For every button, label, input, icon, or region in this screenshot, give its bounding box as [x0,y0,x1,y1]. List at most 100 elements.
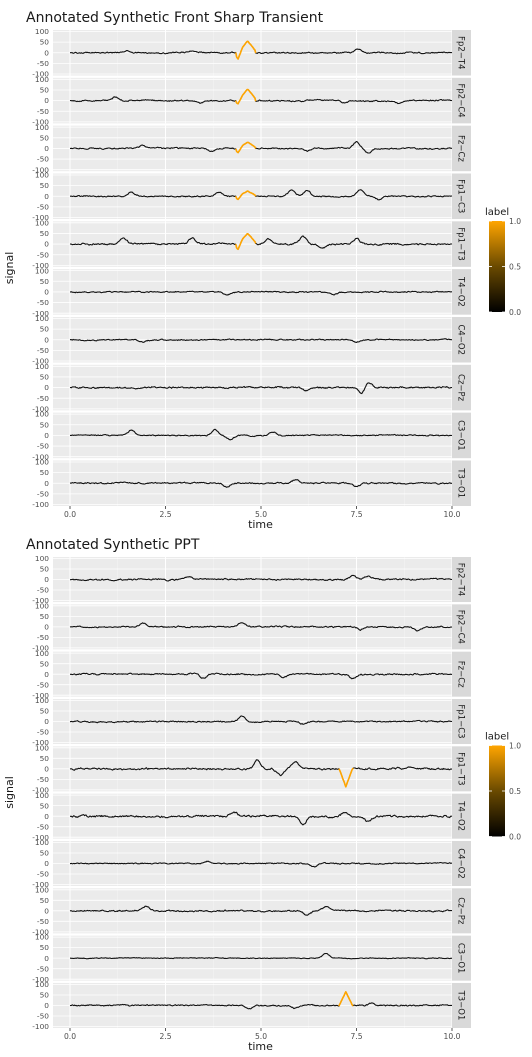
y-tick-label: -50 [37,202,49,211]
y-tick-label: -100 [32,165,49,174]
x-tick-label: 2.5 [159,1032,171,1041]
facet-label: Fz−Cz [456,135,466,162]
facet-panel: 100 500 -50-100 Fp2−C4 [32,601,471,652]
y-tick-label: 100 [35,362,49,371]
y-tick-label: -100 [32,691,49,700]
annotated-segment [235,88,257,105]
y-tick-label: 50 [40,896,50,905]
facet-panel: 100 500 -50-100 Cz−Pz [32,885,471,936]
y-tick-label: 100 [35,266,49,275]
facet-strip [452,173,471,220]
y-tick-label: 100 [35,601,49,610]
x-tick-label: 7.5 [350,510,362,519]
y-tick-label: -100 [32,309,49,318]
y-tick-label: 100 [35,696,49,705]
y-tick-label: 50 [40,325,50,334]
facet-strip [452,604,471,650]
y-tick-label: -50 [37,964,49,973]
y-tick-label: 50 [40,849,50,858]
y-tick-label: 100 [35,218,49,227]
y-tick-label: 50 [40,754,50,763]
facet-strip [452,557,471,603]
y-tick-label: 100 [35,171,49,180]
x-tick-label: 7.5 [350,1032,362,1041]
x-tick-label: 10.0 [444,510,461,519]
facet-label: Fp2−T4 [456,36,466,69]
y-tick-label: -100 [32,357,49,366]
legend-tick-label: 0.5 [509,263,521,272]
y-tick-label: 100 [35,27,49,36]
y-tick-label: -100 [32,975,49,984]
facet-strip [452,30,471,76]
facet-label: Cz−Pz [456,897,466,925]
chart-2: Annotated Synthetic PPTsignal100500-50-1… [3,537,521,1053]
y-tick-label: -50 [37,870,49,879]
legend-tick-label: 0.0 [509,308,521,317]
y-tick-label: 50 [40,612,50,621]
y-tick-label: 50 [40,991,50,1000]
facet-label: Fp2−C4 [456,610,466,644]
y-tick-label: -50 [37,442,49,451]
x-tick-label: 10.0 [444,1032,461,1041]
y-tick-label: 50 [40,659,50,668]
y-tick-label: 100 [35,838,49,847]
signal-line [69,991,452,1010]
y-tick-label: 0 [44,335,49,344]
facet-label: T4−O2 [456,800,466,831]
y-tick-label: 100 [35,410,49,419]
facet-label: T3−O1 [456,990,466,1021]
signal-line [69,759,452,788]
y-tick-label: -100 [32,643,49,652]
y-tick-label: -100 [32,1022,49,1031]
facet-panel: 100 500 -50-100 T3−O1 [32,980,471,1031]
y-tick-label: 50 [40,133,50,142]
facet-strip [452,460,471,506]
facet-label: C4−O2 [456,324,466,355]
signal-line [70,290,452,296]
y-tick-label: -50 [37,59,49,68]
signal-line [70,952,453,960]
signal-line [70,189,453,201]
y-tick-label: 0 [44,812,49,821]
y-tick-label: 0 [44,240,49,249]
y-tick-label: 100 [35,123,49,132]
y-tick-label: -50 [37,489,49,498]
y-tick-label: 0 [44,48,49,57]
annotated-segment [338,991,354,1007]
y-tick-label: -50 [37,298,49,307]
x-tick-label: 0.0 [64,1032,76,1041]
facet-strip [452,982,471,1028]
chart-1: Annotated Synthetic Front Sharp Transien… [3,10,521,531]
facet-label: Fp1−T3 [456,227,466,260]
facet-label: Fp2−T4 [456,563,466,596]
y-tick-label: -100 [32,117,49,126]
y-tick-label: -50 [37,728,49,737]
chart-title: Annotated Synthetic PPT [26,537,200,553]
facet-label: Fp1−T3 [456,752,466,785]
y-tick-label: 50 [40,277,50,286]
y-tick-label: 0 [44,575,49,584]
annotated-segment [235,40,257,60]
facet-label: C4−O2 [456,848,466,879]
y-tick-label: -50 [37,917,49,926]
y-tick-label: -50 [37,155,49,164]
facet-label: Fp1−C3 [456,179,466,213]
facet-strip [452,935,471,981]
facet-label: Fp1−C3 [456,704,466,738]
signal-line [70,40,453,60]
y-tick-label: 0 [44,954,49,963]
annotated-segment [338,767,354,788]
y-tick-label: 50 [40,468,50,477]
signal-line [69,479,452,488]
y-tick-label: 100 [35,458,49,467]
y-tick-label: 100 [35,75,49,84]
y-tick-label: 50 [40,565,50,574]
y-tick-label: -50 [37,346,49,355]
y-tick-label: 50 [40,86,50,95]
signal-line [70,428,453,441]
